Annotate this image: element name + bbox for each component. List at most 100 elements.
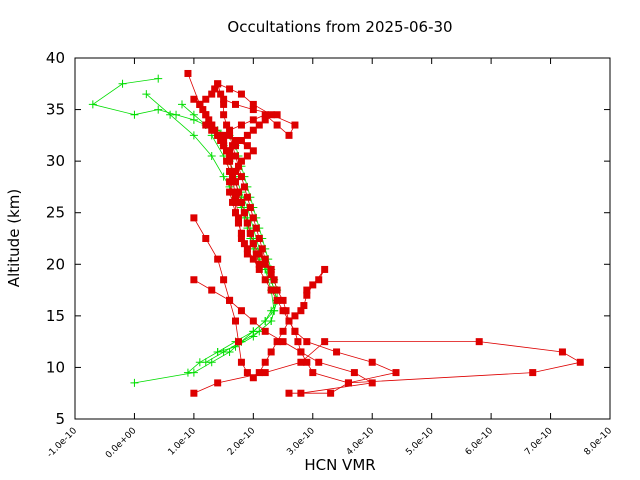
profile-line <box>187 73 582 394</box>
data-point <box>237 121 245 129</box>
data-point <box>285 389 293 397</box>
data-point <box>232 209 239 217</box>
data-point <box>315 276 323 284</box>
data-point <box>249 240 257 248</box>
data-point <box>273 121 281 129</box>
data-point <box>249 374 257 382</box>
data-point <box>255 369 263 377</box>
data-point <box>243 142 251 150</box>
plot-frame <box>74 57 611 420</box>
data-point <box>178 100 186 109</box>
data-point <box>118 79 127 88</box>
data-point <box>297 358 305 366</box>
data-point <box>166 110 175 119</box>
data-point <box>237 307 245 315</box>
data-point <box>258 245 266 253</box>
data-point <box>327 389 335 397</box>
data-point <box>223 121 231 129</box>
data-point <box>237 229 245 237</box>
data-point <box>249 317 257 325</box>
x-tick-label: 8.0e-10 <box>583 426 615 458</box>
data-point <box>255 121 263 129</box>
data-point <box>154 74 163 83</box>
data-point <box>214 379 222 387</box>
data-point <box>297 307 305 315</box>
data-point <box>291 327 299 335</box>
data-point <box>154 105 163 114</box>
y-axis-label: Altitude (km) <box>5 189 23 287</box>
data-point <box>88 100 97 109</box>
data-point <box>240 183 248 191</box>
data-point <box>220 111 228 119</box>
data-point <box>202 121 210 129</box>
data-point <box>220 100 228 108</box>
data-point <box>142 90 151 99</box>
x-tick-label: 7.0e-10 <box>523 426 555 458</box>
data-point <box>217 90 225 98</box>
data-point <box>261 327 269 335</box>
data-point <box>261 116 269 124</box>
data-point <box>207 151 216 160</box>
data-point <box>267 111 275 119</box>
x-tick-label: 1.0e-10 <box>166 426 198 458</box>
data-point <box>267 286 275 294</box>
y-tick-label: 20 <box>46 255 65 273</box>
data-point <box>226 131 234 139</box>
data-point <box>303 358 311 366</box>
data-point <box>309 281 317 289</box>
data-point <box>321 265 329 273</box>
y-tick-label: 30 <box>46 152 65 170</box>
data-point <box>234 214 242 222</box>
data-point <box>237 90 245 98</box>
data-point <box>249 255 257 263</box>
data-point <box>184 69 192 77</box>
data-point <box>267 348 275 356</box>
data-point <box>234 188 242 196</box>
x-tick-label: -1.0e-10 <box>45 426 79 460</box>
data-point <box>243 152 251 160</box>
data-point <box>249 116 257 124</box>
data-point <box>220 137 228 145</box>
data-point <box>303 291 311 299</box>
x-tick-label: 3.0e-10 <box>285 426 317 458</box>
x-tick-label: 5.0e-10 <box>404 426 436 458</box>
series-1 <box>184 69 584 397</box>
data-point <box>252 224 260 232</box>
y-tick-label: 10 <box>46 358 65 376</box>
data-point <box>232 193 239 201</box>
data-point <box>237 157 245 165</box>
x-tick-label: 4.0e-10 <box>345 426 377 458</box>
data-point <box>261 260 269 268</box>
data-point <box>196 100 204 108</box>
data-point <box>243 245 251 253</box>
data-point <box>267 317 276 326</box>
data-point <box>214 131 222 139</box>
data-point <box>237 198 245 206</box>
data-point <box>220 276 228 284</box>
data-point <box>529 369 537 377</box>
data-point <box>234 219 242 227</box>
y-tick-label: 25 <box>46 204 65 222</box>
data-point <box>392 369 400 377</box>
data-point <box>249 332 258 341</box>
data-point <box>226 147 234 155</box>
data-point <box>249 214 257 222</box>
data-point <box>199 106 207 114</box>
profile-line <box>193 279 374 394</box>
data-point <box>232 100 239 108</box>
data-point <box>243 250 251 258</box>
data-point <box>208 126 216 134</box>
data-point <box>249 106 257 114</box>
data-point <box>202 95 210 103</box>
data-point <box>190 214 198 222</box>
data-point <box>315 358 323 366</box>
data-point <box>243 193 251 201</box>
data-point <box>226 126 234 134</box>
data-point <box>208 286 216 294</box>
data-point <box>273 286 281 294</box>
data-point <box>279 307 287 315</box>
data-point <box>261 255 269 263</box>
data-point <box>243 219 251 227</box>
data-point <box>368 358 376 366</box>
data-point <box>219 172 228 181</box>
